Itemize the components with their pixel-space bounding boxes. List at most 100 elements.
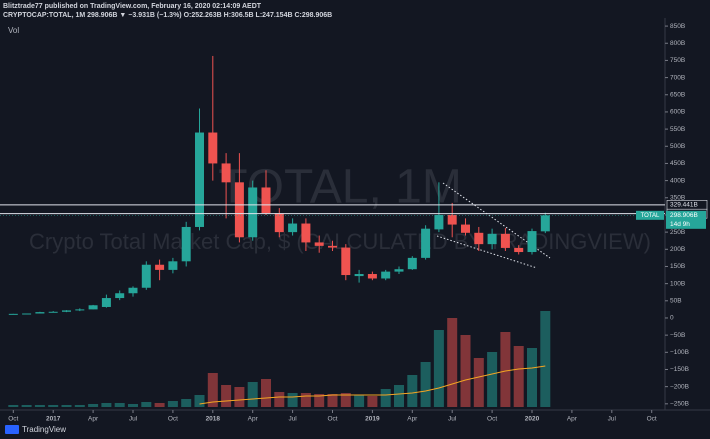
x-tick-label: Jul [608, 416, 617, 423]
volume-bar [8, 405, 19, 407]
candle-body [301, 223, 311, 243]
candle-body [22, 313, 32, 315]
candle-body [75, 309, 85, 311]
volume-bar [88, 404, 99, 407]
x-tick-label: Apr [567, 416, 578, 423]
volume-bar [181, 399, 192, 407]
watermark: Crypto Total Market Cap, $ (CALCULATED B… [29, 229, 651, 254]
candle-body [487, 233, 497, 245]
volume-bar [527, 348, 537, 407]
countdown-label: 14d 9h [670, 221, 690, 228]
candle-body [181, 226, 191, 262]
volume-bar [141, 402, 152, 407]
x-tick-label: Oct [647, 416, 657, 423]
volume-bar [300, 393, 311, 407]
level-label: 329.441B [670, 202, 698, 209]
x-tick-label: 2018 [206, 416, 221, 423]
x-tick-label: Jul [288, 416, 297, 423]
volume-bar [327, 394, 338, 407]
candle-body [248, 187, 258, 238]
candle-body [421, 228, 431, 258]
candle-body [8, 313, 18, 315]
candle-body [527, 231, 537, 253]
y-tick-label: −100B [670, 349, 689, 356]
candle-body [354, 274, 364, 277]
candle-body [168, 261, 178, 270]
y-tick-label: 650B [670, 91, 685, 98]
symbol-label: TOTAL [641, 213, 660, 219]
y-tick-label: 50B [670, 298, 682, 305]
x-tick-label: Apr [407, 416, 418, 423]
x-tick-label: 2017 [46, 416, 61, 423]
x-tick-label: Apr [88, 416, 99, 423]
y-tick-label: 600B [670, 109, 685, 116]
volume-bar [221, 385, 232, 407]
volume-bar [247, 382, 258, 407]
candle-body [234, 182, 244, 238]
volume-bar [61, 405, 72, 407]
volume-bar [287, 393, 298, 407]
volume-bar [114, 403, 125, 407]
candle-body [474, 232, 484, 245]
volume-bar [367, 396, 378, 407]
y-tick-label: −200B [670, 383, 689, 390]
candle-body [500, 233, 510, 248]
candle-body [288, 223, 298, 233]
y-tick-label: −150B [670, 366, 689, 373]
candle-body [447, 214, 457, 225]
volume-bar [21, 405, 32, 407]
header-line: Blitztrade77 published on TradingView.co… [3, 3, 262, 10]
y-tick-label: −50B [670, 332, 685, 339]
symbol-box [636, 210, 664, 220]
volume-bar [540, 311, 551, 407]
volume-bar [101, 403, 112, 407]
candle-body [208, 132, 218, 164]
plot: 850B 800B 750B 700B 650B 600B 550B 500B 450B 400B… [0, 23, 708, 423]
volume-bar [394, 385, 404, 407]
volume-bar [194, 395, 205, 407]
volume-bar [34, 405, 45, 407]
last-price-box [666, 210, 706, 229]
candle-body [381, 271, 391, 279]
x-tick-label: Oct [487, 416, 497, 423]
candle-body [101, 298, 111, 307]
volume-bar [48, 405, 59, 407]
y-tick-label: 450B [670, 160, 685, 167]
y-tick-label: 350B [670, 194, 685, 201]
y-tick-label: 100B [670, 280, 685, 287]
volume-label: Vol [8, 26, 19, 35]
y-tick-label: 400B [670, 177, 685, 184]
y-tick-label: 800B [670, 40, 685, 47]
volume-bar [380, 389, 391, 407]
volume-bar [473, 358, 484, 407]
candle-body [407, 257, 417, 270]
candle-body [367, 274, 377, 279]
x-tick-label: Jul [129, 416, 138, 423]
volume-bar [420, 362, 431, 407]
candle-body [88, 305, 98, 310]
y-tick-label: 200B [670, 246, 685, 253]
x-tick-label: Apr [248, 416, 259, 423]
candle-body [48, 311, 58, 313]
volume-bar [261, 379, 271, 407]
y-tick-label: 500B [670, 143, 685, 150]
candle-body [461, 224, 470, 233]
x-tick-label: Jul [448, 416, 457, 423]
volume-bar [167, 401, 178, 407]
x-tick-label: 2020 [525, 416, 540, 423]
candle-body [221, 163, 231, 183]
volume-bar [354, 395, 365, 407]
candle-body [328, 245, 337, 248]
y-tick-label: 850B [670, 23, 685, 30]
volume-bar [128, 404, 138, 407]
volume-bar [234, 387, 245, 407]
volume-bar [433, 330, 444, 407]
candle-body [195, 132, 204, 227]
candle-body [141, 264, 151, 288]
volume-bar [74, 405, 85, 407]
y-tick-label: 250B [670, 229, 685, 236]
candle-body [155, 264, 165, 270]
candle-body [115, 293, 125, 299]
y-tick-label: 750B [670, 57, 685, 64]
